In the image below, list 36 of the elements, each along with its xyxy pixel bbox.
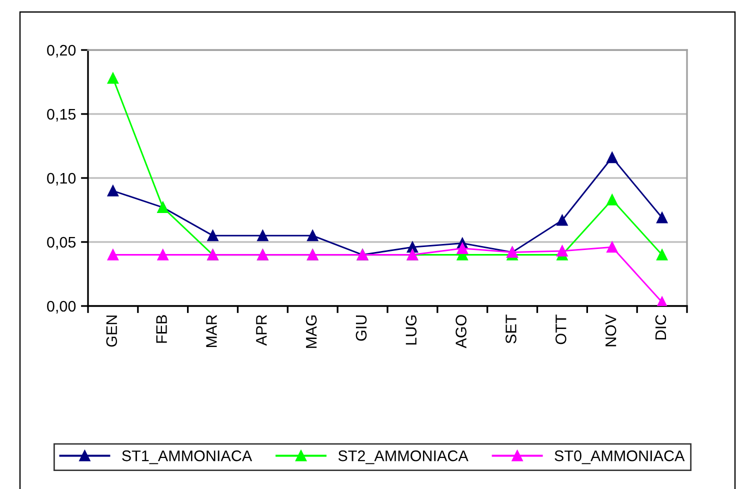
x-tick-label: DIC: [655, 314, 666, 340]
point: [107, 72, 119, 84]
point: [307, 230, 318, 242]
y-tick-label: 0,05: [47, 236, 76, 250]
point: [556, 245, 568, 257]
point: [456, 242, 468, 254]
point: [257, 230, 268, 242]
point: [556, 214, 568, 226]
x-tick-label: GIU: [356, 316, 367, 341]
y-tick-label: 0,15: [47, 108, 76, 122]
x-tick-label: SET: [506, 314, 516, 344]
y-tick-label: 0,10: [47, 172, 76, 186]
point: [107, 185, 119, 196]
x-tick-label: FEB: [156, 315, 167, 343]
x-tick-label: MAG: [306, 315, 317, 348]
x-tick-label: GEN: [106, 316, 118, 347]
x-tick-label: NOV: [605, 314, 616, 346]
x-tick-label: OTT: [555, 314, 566, 344]
x-tick-label: MAR: [206, 315, 217, 348]
point: [656, 212, 668, 224]
point: [207, 230, 218, 242]
point: [157, 249, 168, 260]
y-tick-label: 0,20: [47, 44, 76, 58]
point: [606, 194, 618, 206]
x-tick-label: LUG: [406, 315, 417, 344]
point: [656, 296, 668, 306]
y-tick-label: 0,00: [47, 300, 76, 314]
legend-label: ST2_AMMONIACA: [338, 450, 468, 464]
x-tick-label: APR: [256, 315, 267, 346]
x-tick-label: AGO: [456, 315, 466, 348]
point: [606, 242, 618, 253]
legend-label: ST0_AMMONIACA: [554, 450, 685, 464]
point: [606, 152, 618, 164]
legend-label: ST1_AMMONIACA: [122, 450, 252, 464]
point: [107, 249, 119, 260]
point: [656, 249, 668, 260]
